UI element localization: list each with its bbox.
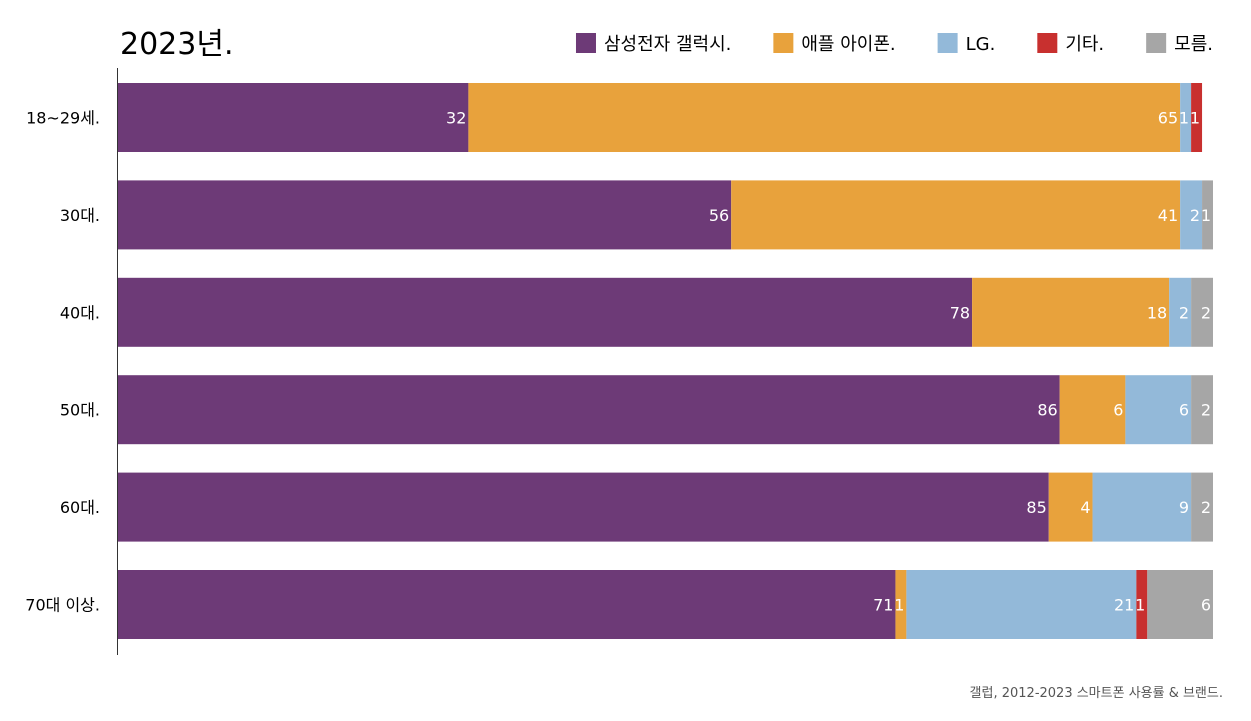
bar-1-1	[731, 180, 1181, 250]
data-label-3-2: 6	[1179, 401, 1189, 420]
source-note: 갤럽, 2012-2023 스마트폰 사용률 & 브랜드.	[970, 686, 1223, 701]
legend-label-4: 모름.	[1174, 34, 1213, 55]
data-label-4-0: 85	[1026, 498, 1046, 517]
bar-4-1	[1048, 472, 1093, 542]
bar-4-4	[1191, 472, 1213, 542]
data-label-2-4: 2	[1201, 303, 1211, 322]
data-label-5-4: 6	[1201, 596, 1211, 615]
data-label-4-2: 9	[1179, 498, 1189, 517]
category-label-4: 60대.	[60, 498, 100, 517]
legend: 삼성전자 갤럭시. 애플 아이폰. LG. 기타. 모름.	[575, 33, 1213, 55]
bar-0-1	[468, 83, 1181, 152]
legend-label-2: LG.	[966, 34, 996, 55]
legend-swatch-2	[937, 33, 958, 53]
bar-3-1	[1059, 375, 1126, 445]
bar-3-2	[1125, 375, 1192, 445]
legend-label-3: 기타.	[1065, 34, 1104, 55]
bar-0-2	[1180, 83, 1192, 152]
bar-2-1	[972, 277, 1170, 347]
data-label-5-1: 1	[894, 596, 904, 615]
bars: 32 65 1 156 41 2 178 18 2 286 6 6 285 4 9 271 1 21 1 6	[118, 83, 1213, 639]
bar-5-2	[906, 570, 1137, 639]
data-label-0-2: 1	[1179, 109, 1189, 128]
bar-5-3	[1136, 570, 1148, 639]
chart-title: 2023년.	[120, 27, 233, 62]
bar-1-4	[1202, 180, 1213, 250]
legend-label-1: 애플 아이폰.	[801, 34, 895, 55]
data-label-2-2: 2	[1179, 303, 1189, 322]
data-label-1-4: 1	[1201, 206, 1211, 225]
category-label-2: 40대.	[60, 303, 100, 322]
bar-2-2	[1169, 277, 1192, 347]
data-label-1-0: 56	[709, 206, 729, 225]
data-label-1-2: 2	[1190, 206, 1200, 225]
category-labels: 18~29세. 30대. 40대. 50대. 60대. 70대 이상.	[25, 109, 100, 615]
legend-swatch-4	[1146, 33, 1167, 53]
data-label-3-4: 2	[1201, 401, 1211, 420]
bar-4-0	[118, 472, 1049, 542]
category-label-3: 50대.	[60, 401, 100, 420]
category-label-0: 18~29세.	[26, 109, 100, 128]
bar-5-1	[895, 570, 907, 639]
data-label-4-4: 2	[1201, 498, 1211, 517]
legend-label-0: 삼성전자 갤럭시.	[604, 34, 731, 55]
bar-3-4	[1191, 375, 1213, 445]
legend-swatch-3	[1037, 33, 1058, 53]
data-label-2-1: 18	[1147, 303, 1167, 322]
data-label-0-3: 1	[1190, 109, 1200, 128]
data-label-2-0: 78	[950, 303, 970, 322]
bar-5-0	[118, 570, 896, 639]
bar-3-0	[118, 375, 1060, 445]
category-label-5: 70대 이상.	[25, 596, 100, 615]
data-label-0-1: 65	[1158, 109, 1178, 128]
data-label-5-3: 1	[1135, 596, 1145, 615]
data-label-3-0: 86	[1037, 401, 1057, 420]
legend-swatch-0	[575, 33, 596, 53]
data-label-5-0: 71	[873, 596, 893, 615]
bar-1-0	[118, 180, 732, 250]
category-label-1: 30대.	[60, 206, 100, 225]
data-label-3-1: 6	[1113, 401, 1123, 420]
bar-0-0	[118, 83, 469, 152]
data-label-4-1: 4	[1080, 498, 1090, 517]
data-label-0-0: 32	[446, 109, 466, 128]
bar-2-0	[118, 277, 973, 347]
bar-2-4	[1191, 277, 1213, 347]
legend-swatch-1	[773, 33, 794, 53]
bar-4-2	[1092, 472, 1192, 542]
bar-1-2	[1180, 180, 1203, 250]
bar-5-4	[1147, 570, 1213, 639]
data-label-1-1: 41	[1158, 206, 1178, 225]
bar-0-3	[1191, 83, 1203, 152]
data-label-5-2: 21	[1114, 596, 1134, 615]
